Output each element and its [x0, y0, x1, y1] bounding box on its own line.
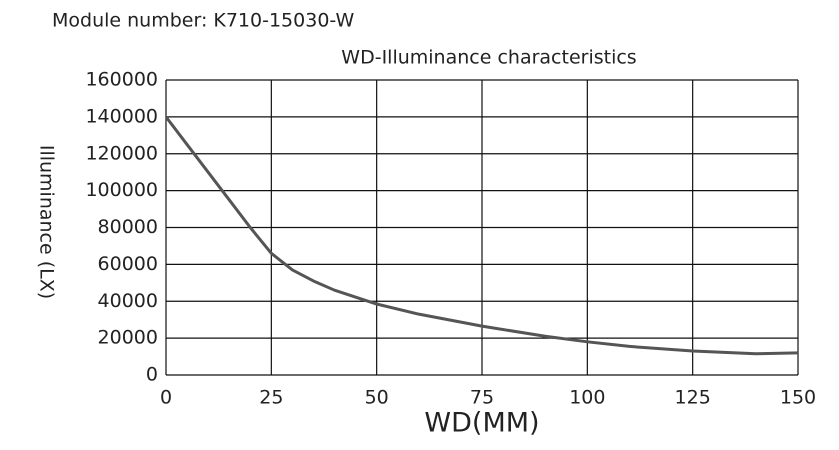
y-axis-label: Illuminance (LX)	[36, 145, 58, 299]
data-line	[164, 115, 799, 356]
y-tick-label: 140000	[85, 105, 158, 127]
y-tick-label: 40000	[98, 290, 158, 312]
x-tick-label: 75	[470, 387, 494, 409]
x-tick-label: 0	[160, 387, 172, 409]
x-tick-label: 125	[675, 387, 711, 409]
x-tick-label: 150	[780, 387, 816, 409]
y-tick-label: 80000	[98, 216, 158, 238]
y-tick-label: 60000	[98, 253, 158, 275]
y-tick-label: 20000	[98, 327, 158, 349]
y-tick-label: 100000	[85, 179, 158, 201]
y-tick-label: 0	[146, 364, 158, 386]
x-tick-label: 100	[569, 387, 605, 409]
y-tick-label: 120000	[85, 142, 158, 164]
x-axis-label: WD(MM)	[424, 408, 539, 439]
y-tick-label: 160000	[85, 69, 158, 91]
module-number: Module number: K710-15030-W	[52, 10, 354, 32]
chart-title: WD-Illuminance characteristics	[341, 47, 636, 69]
x-tick-label: 25	[259, 387, 283, 409]
x-tick-label: 50	[365, 387, 389, 409]
